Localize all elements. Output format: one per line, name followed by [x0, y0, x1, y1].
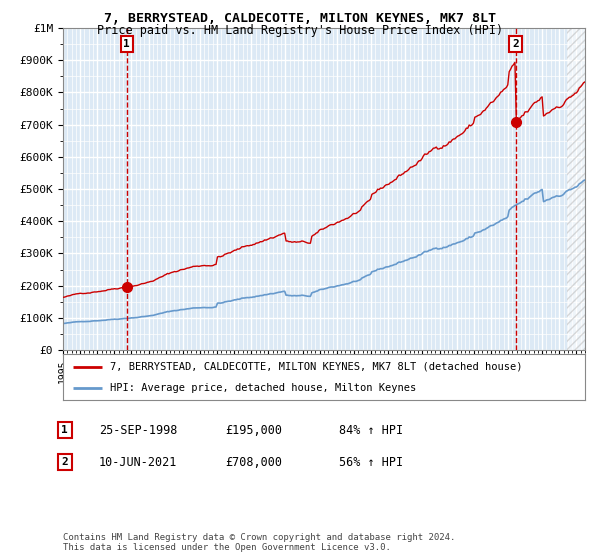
Text: Price paid vs. HM Land Registry's House Price Index (HPI): Price paid vs. HM Land Registry's House …	[97, 24, 503, 37]
Text: £708,000: £708,000	[225, 455, 282, 469]
Text: 56% ↑ HPI: 56% ↑ HPI	[339, 455, 403, 469]
Text: 2: 2	[61, 457, 68, 467]
Text: 25-SEP-1998: 25-SEP-1998	[99, 423, 178, 437]
Text: 10-JUN-2021: 10-JUN-2021	[99, 455, 178, 469]
Text: 1: 1	[61, 425, 68, 435]
Text: 7, BERRYSTEAD, CALDECOTTE, MILTON KEYNES, MK7 8LT: 7, BERRYSTEAD, CALDECOTTE, MILTON KEYNES…	[104, 12, 496, 25]
Bar	[566, 28, 585, 350]
Text: HPI: Average price, detached house, Milton Keynes: HPI: Average price, detached house, Milt…	[110, 383, 416, 393]
Text: Contains HM Land Registry data © Crown copyright and database right 2024.: Contains HM Land Registry data © Crown c…	[63, 533, 455, 542]
Text: 2: 2	[512, 39, 519, 49]
Text: 1: 1	[124, 39, 130, 49]
Text: £195,000: £195,000	[225, 423, 282, 437]
Text: 7, BERRYSTEAD, CALDECOTTE, MILTON KEYNES, MK7 8LT (detached house): 7, BERRYSTEAD, CALDECOTTE, MILTON KEYNES…	[110, 362, 523, 372]
Text: This data is licensed under the Open Government Licence v3.0.: This data is licensed under the Open Gov…	[63, 543, 391, 552]
Text: 84% ↑ HPI: 84% ↑ HPI	[339, 423, 403, 437]
